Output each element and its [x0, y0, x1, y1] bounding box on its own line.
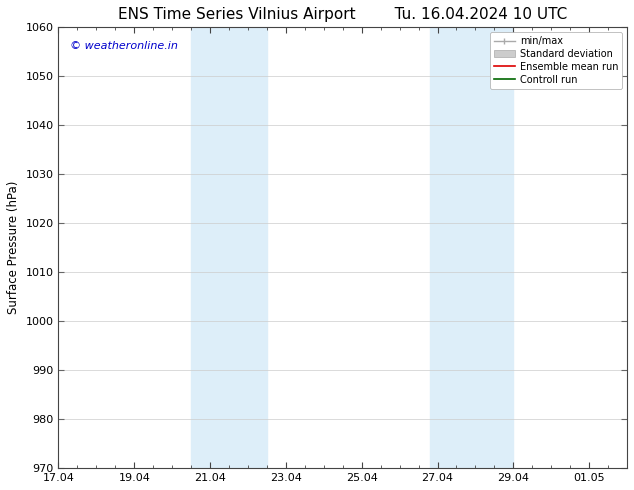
Bar	[430, 27, 514, 468]
Bar	[191, 27, 267, 468]
Text: © weatheronline.in: © weatheronline.in	[70, 41, 178, 50]
Y-axis label: Surface Pressure (hPa): Surface Pressure (hPa)	[7, 181, 20, 315]
Title: ENS Time Series Vilnius Airport        Tu. 16.04.2024 10 UTC: ENS Time Series Vilnius Airport Tu. 16.0…	[118, 7, 567, 22]
Legend: min/max, Standard deviation, Ensemble mean run, Controll run: min/max, Standard deviation, Ensemble me…	[489, 32, 622, 89]
